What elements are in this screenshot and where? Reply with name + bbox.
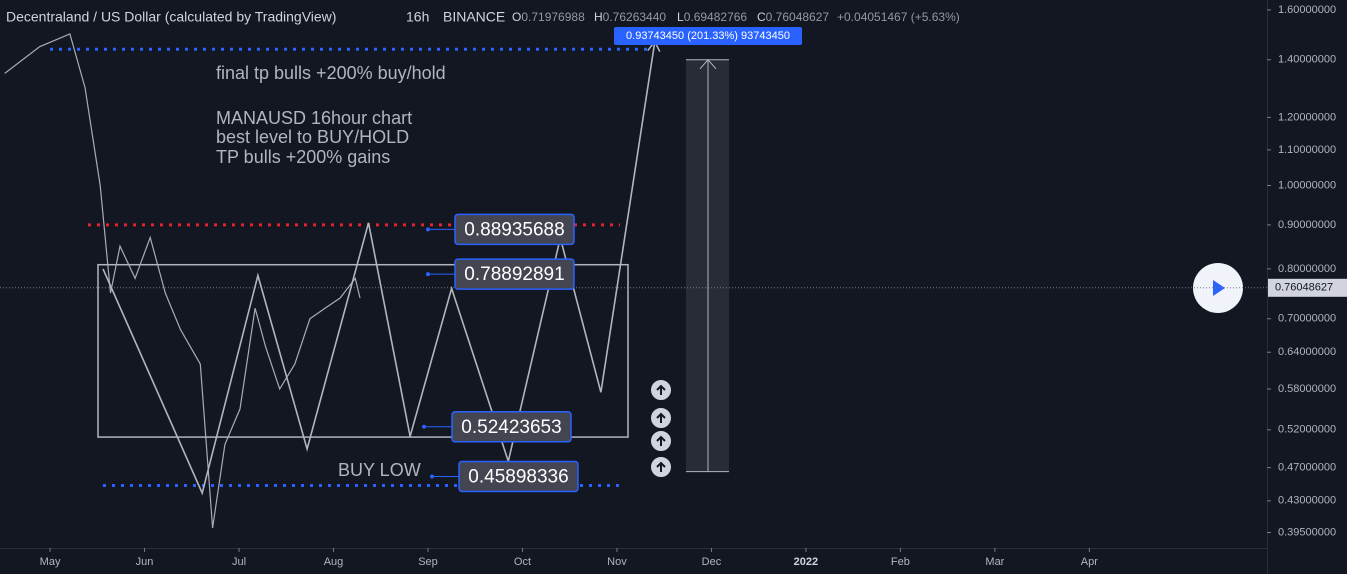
price-label-box xyxy=(458,460,579,493)
y-tick-label: 0.47000000 xyxy=(1278,462,1336,474)
price-label-box xyxy=(454,213,575,246)
ohlc-key: H xyxy=(594,10,603,24)
ohlc-value: 0.76263440 xyxy=(603,10,667,24)
y-tick-label: 0.43000000 xyxy=(1278,495,1336,507)
ohlc-key: O xyxy=(512,10,521,24)
header-interval: 16h xyxy=(406,9,429,25)
y-tick-label: 0.70000000 xyxy=(1278,313,1336,325)
y-tick-label: 1.20000000 xyxy=(1278,111,1336,123)
ohlc-value: 0.71976988 xyxy=(521,10,585,24)
y-tick-label: 1.60000000 xyxy=(1278,4,1336,16)
price-label-dot xyxy=(430,474,434,479)
measure-label-box xyxy=(614,27,802,45)
ohlc-item: O0.71976988 xyxy=(512,10,585,24)
x-tick-label: Dec xyxy=(702,556,722,568)
range-box xyxy=(97,263,629,438)
x-tick-label: 2022 xyxy=(794,556,818,568)
y-tick-label: 0.52000000 xyxy=(1278,424,1336,436)
y-tick-label: 0.64000000 xyxy=(1278,346,1336,358)
annotation: BUY LOW xyxy=(338,460,421,480)
price-label-box xyxy=(454,258,575,290)
y-tick-label: 0.58000000 xyxy=(1278,383,1336,395)
ohlc-item: H0.76263440 xyxy=(594,10,666,24)
price-label-dot xyxy=(422,424,426,429)
y-tick-label: 0.80000000 xyxy=(1278,263,1336,275)
header-exchange: BINANCE xyxy=(443,9,505,25)
x-tick-label: Mar xyxy=(985,556,1004,568)
x-tick-label: Nov xyxy=(607,556,627,568)
price-label: 0.78892891 xyxy=(464,264,564,285)
ohlc: O0.71976988 H0.76263440 L0.69482766 C0.7604… xyxy=(512,10,829,24)
projection-line xyxy=(102,41,656,496)
ohlc-item: L0.69482766 xyxy=(677,10,747,24)
y-tick-label: 1.00000000 xyxy=(1278,179,1336,191)
ohlc-value: 0.69482766 xyxy=(684,10,748,24)
current-price-label: 0.76048627 xyxy=(1275,282,1333,294)
y-tick-label: 0.39500000 xyxy=(1278,526,1336,538)
ohlc-key: C xyxy=(757,10,766,24)
x-tick-label: Sep xyxy=(418,556,438,568)
header-change: +0.04051467 (+5.63%) xyxy=(837,10,960,24)
measure-label: 0.93743450 (201.33%) 93743450 xyxy=(626,30,790,42)
price-line xyxy=(4,33,361,528)
annotation: TP bulls +200% gains xyxy=(216,147,390,167)
x-tick-label: Jun xyxy=(136,556,154,568)
x-tick-label: Aug xyxy=(324,556,344,568)
price-label-box xyxy=(451,411,572,443)
price-label-dot xyxy=(426,272,430,277)
y-tick-label: 1.10000000 xyxy=(1278,144,1336,156)
price-label-dot xyxy=(426,227,430,232)
ohlc-value: 0.76048627 xyxy=(766,10,830,24)
y-tick-label: 0.90000000 xyxy=(1278,219,1336,231)
ohlc-key: L xyxy=(677,10,684,24)
price-label: 0.52423653 xyxy=(461,417,561,438)
price-label: 0.88935688 xyxy=(464,219,564,240)
x-tick-label: May xyxy=(40,556,61,568)
up-icons xyxy=(651,380,671,477)
x-tick-label: Oct xyxy=(514,556,531,568)
ohlc-item: C0.76048627 xyxy=(757,10,829,24)
x-tick-label: Feb xyxy=(891,556,910,568)
header-title: Decentraland / US Dollar (calculated by … xyxy=(6,9,336,25)
annotation: MANAUSD 16hour chart xyxy=(216,108,412,128)
annotation: final tp bulls +200% buy/hold xyxy=(216,63,446,83)
price-label: 0.45898336 xyxy=(468,466,568,487)
x-tick-label: Apr xyxy=(1081,556,1098,568)
y-tick-label: 1.40000000 xyxy=(1278,54,1336,66)
current-price-box xyxy=(1268,278,1347,297)
annotation: best level to BUY/HOLD xyxy=(216,127,409,147)
x-tick-label: Jul xyxy=(232,556,246,568)
